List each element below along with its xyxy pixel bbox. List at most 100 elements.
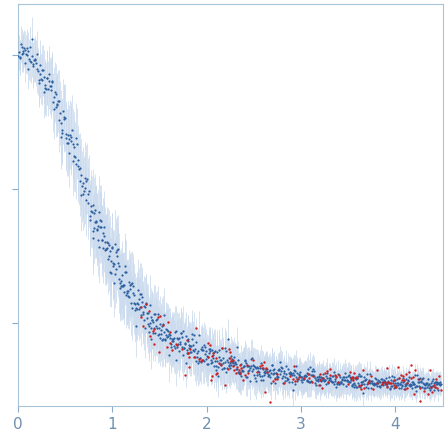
- Point: [386, 385, 393, 392]
- Point: [382, 380, 389, 387]
- Point: [19, 51, 26, 58]
- Point: [237, 371, 244, 378]
- Point: [254, 371, 261, 378]
- Point: [435, 381, 442, 388]
- Point: [154, 310, 161, 317]
- Point: [215, 360, 222, 367]
- Point: [112, 270, 119, 277]
- Point: [193, 358, 200, 365]
- Point: [172, 341, 179, 348]
- Point: [207, 347, 214, 354]
- Point: [288, 371, 295, 378]
- Point: [105, 241, 112, 248]
- Point: [323, 368, 330, 375]
- Point: [431, 384, 438, 391]
- Point: [349, 382, 356, 389]
- Point: [186, 341, 193, 348]
- Point: [383, 375, 390, 382]
- Point: [213, 348, 220, 355]
- Point: [388, 379, 395, 386]
- Point: [237, 362, 244, 369]
- Point: [397, 384, 405, 391]
- Point: [320, 371, 327, 378]
- Point: [399, 382, 406, 388]
- Point: [84, 200, 91, 207]
- Point: [247, 363, 254, 370]
- Point: [271, 379, 278, 386]
- Point: [410, 379, 417, 386]
- Point: [316, 372, 323, 379]
- Point: [168, 335, 175, 342]
- Point: [73, 160, 80, 167]
- Point: [80, 188, 88, 195]
- Point: [116, 263, 123, 270]
- Point: [158, 330, 165, 337]
- Point: [149, 327, 156, 334]
- Point: [398, 377, 405, 384]
- Point: [370, 385, 377, 392]
- Point: [379, 378, 386, 385]
- Point: [295, 376, 302, 383]
- Point: [312, 380, 319, 387]
- Point: [137, 303, 144, 310]
- Point: [240, 363, 248, 370]
- Point: [260, 359, 267, 366]
- Point: [336, 380, 343, 387]
- Point: [24, 48, 31, 55]
- Point: [278, 364, 285, 371]
- Point: [85, 191, 92, 198]
- Point: [30, 61, 37, 68]
- Point: [207, 357, 214, 364]
- Point: [295, 370, 302, 377]
- Point: [184, 336, 191, 343]
- Point: [412, 382, 419, 389]
- Point: [186, 343, 194, 350]
- Point: [181, 372, 188, 379]
- Point: [395, 379, 402, 386]
- Point: [66, 149, 73, 156]
- Point: [57, 133, 64, 140]
- Point: [315, 374, 322, 381]
- Point: [270, 365, 277, 372]
- Point: [391, 381, 398, 388]
- Point: [270, 369, 278, 376]
- Point: [299, 375, 306, 382]
- Point: [245, 363, 253, 370]
- Point: [417, 378, 425, 385]
- Point: [45, 77, 52, 84]
- Point: [291, 367, 299, 374]
- Point: [388, 382, 395, 389]
- Point: [95, 244, 102, 251]
- Point: [386, 374, 393, 381]
- Point: [371, 380, 379, 387]
- Point: [206, 345, 213, 352]
- Point: [348, 375, 355, 382]
- Point: [359, 366, 367, 373]
- Point: [394, 380, 401, 387]
- Point: [123, 289, 130, 296]
- Point: [96, 217, 103, 224]
- Point: [201, 351, 208, 358]
- Point: [47, 83, 54, 90]
- Point: [291, 378, 298, 385]
- Point: [109, 243, 116, 250]
- Point: [32, 55, 39, 62]
- Point: [281, 370, 288, 377]
- Point: [416, 379, 423, 386]
- Point: [330, 380, 337, 387]
- Point: [326, 365, 333, 372]
- Point: [107, 247, 114, 254]
- Point: [146, 301, 153, 308]
- Point: [392, 376, 399, 383]
- Point: [70, 141, 77, 148]
- Point: [227, 360, 234, 367]
- Point: [192, 338, 199, 345]
- Point: [134, 301, 141, 308]
- Point: [399, 378, 406, 385]
- Point: [434, 385, 441, 392]
- Point: [148, 314, 155, 321]
- Point: [232, 369, 240, 376]
- Point: [55, 97, 62, 104]
- Point: [420, 375, 427, 382]
- Point: [245, 367, 252, 374]
